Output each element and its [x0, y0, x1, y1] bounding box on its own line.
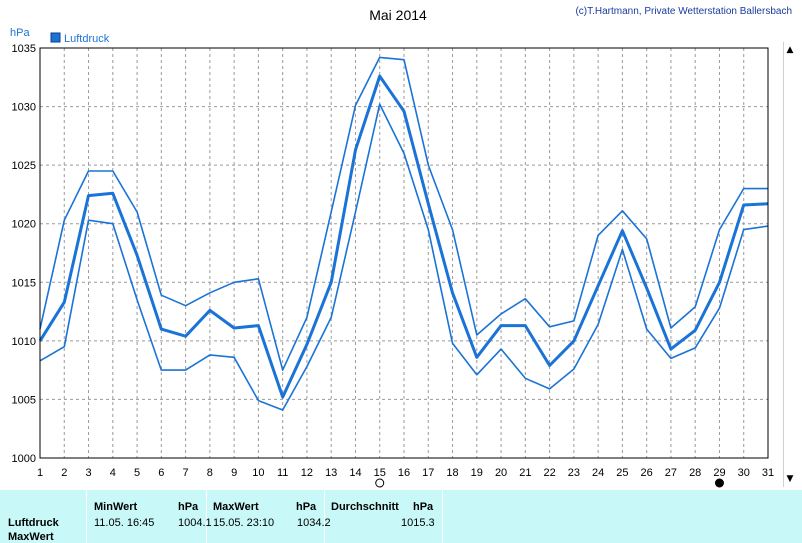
x-tick-label: 5: [134, 467, 140, 479]
y-tick-label: 1020: [12, 219, 36, 231]
x-tick-label: 15: [374, 467, 386, 479]
x-tick-label: 1: [37, 467, 43, 479]
avg-value: 1015.3: [401, 517, 435, 529]
x-tick-label: 4: [110, 467, 116, 479]
y-tick-label: 1000: [12, 453, 36, 465]
row-label: Luftdruck: [8, 517, 59, 529]
max-unit: hPa: [296, 501, 317, 513]
x-tick-label: 19: [471, 467, 483, 479]
y-unit-label: hPa: [10, 27, 30, 39]
max-time: 15.05. 23:10: [213, 517, 275, 529]
x-tick-label: 26: [641, 467, 653, 479]
x-tick-label: 13: [325, 467, 337, 479]
x-tick-label: 8: [207, 467, 213, 479]
y-tick-label: 1005: [12, 394, 36, 406]
x-tick-label: 22: [543, 467, 555, 479]
x-tick-label: 14: [349, 467, 361, 479]
y-tick-label: 1035: [12, 43, 36, 55]
x-tick-label: 7: [183, 467, 189, 479]
x-tick-label: 16: [398, 467, 410, 479]
x-tick-label: 9: [231, 467, 237, 479]
x-tick-label: 29: [713, 467, 725, 479]
min-time: 11.05. 16:45: [94, 517, 155, 529]
open-circle-marker: [375, 478, 385, 488]
filled-circle-marker: [714, 478, 724, 488]
y-tick-label: 1030: [12, 102, 36, 114]
vertical-scrollbar[interactable]: ▲ ▼: [783, 42, 796, 487]
x-tick-label: 3: [85, 467, 91, 479]
min-header: MinWert: [94, 501, 138, 513]
x-tick-label: 31: [762, 467, 774, 479]
min-value: 1004.1: [178, 517, 212, 529]
plot-frame: [39, 47, 769, 459]
x-tick-label: 18: [446, 467, 458, 479]
x-tick-label: 6: [158, 467, 164, 479]
chart-title: Mai 2014: [369, 7, 427, 23]
credit-text: (c)T.Hartmann, Private Wetterstation Bal…: [575, 6, 792, 17]
x-tick-label: 24: [592, 467, 604, 479]
x-tick-label: 12: [301, 467, 313, 479]
x-tick-label: 23: [568, 467, 580, 479]
series-line-mean: [38, 74, 769, 399]
x-tick-label: 28: [689, 467, 701, 479]
scroll-up-icon[interactable]: ▲: [786, 45, 794, 55]
x-axis-ticks: 1 2 3 4 5 6 7 8 9 10 11 12 13 14 15 16 17 18 19 20 21 22 23 24 2…: [37, 467, 774, 479]
x-tick-label: 30: [738, 467, 750, 479]
x-tick-label: 10: [252, 467, 264, 479]
x-tick-label: 21: [519, 467, 531, 479]
y-tick-label: 1010: [12, 336, 36, 348]
avg-header: Durchschnitt: [331, 501, 399, 513]
y-tick-label: 1025: [12, 160, 36, 172]
y-axis-ticks: 1000 1005 1010 1015 1020 1025 1030 1035: [12, 43, 36, 465]
avg-unit: hPa: [413, 501, 434, 513]
series-lines: [38, 56, 769, 411]
day-markers: [375, 478, 724, 488]
y-tick-label: 1015: [12, 277, 36, 289]
x-tick-label: 17: [422, 467, 434, 479]
statistics-panel: MinWert hPa MaxWert hPa Durchschnitt hPa…: [0, 490, 802, 543]
series-line-max: [39, 56, 768, 371]
min-unit: hPa: [178, 501, 199, 513]
scroll-down-icon[interactable]: ▼: [786, 474, 794, 484]
x-tick-label: 27: [665, 467, 677, 479]
x-tick-label: 20: [495, 467, 507, 479]
x-tick-label: 11: [277, 467, 288, 479]
x-tick-label: 2: [61, 467, 67, 479]
grid: [40, 48, 768, 458]
max-header: MaxWert: [213, 501, 259, 513]
legend-label: Luftdruck: [64, 33, 110, 45]
x-tick-label: 25: [616, 467, 628, 479]
series-line-min: [39, 103, 769, 411]
pressure-chart: Mai 2014 (c)T.Hartmann, Private Wetterst…: [10, 6, 792, 488]
legend-swatch: [50, 32, 61, 43]
row2-label: MaxWert: [8, 531, 54, 543]
max-value: 1034.2: [297, 517, 331, 529]
